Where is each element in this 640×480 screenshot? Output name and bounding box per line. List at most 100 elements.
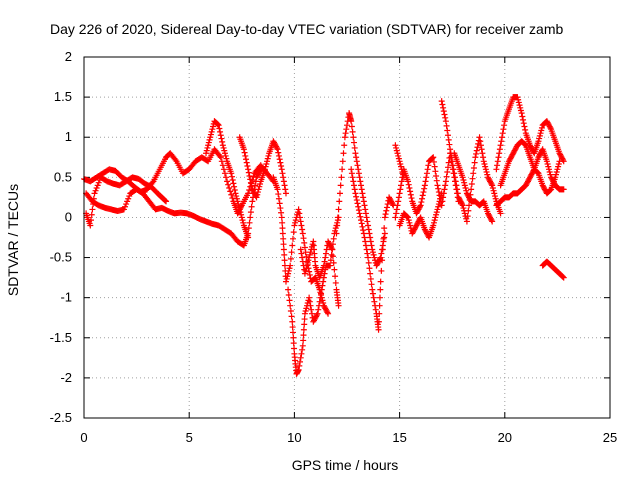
data-point <box>463 218 470 225</box>
data-point <box>274 146 281 153</box>
data-point <box>242 152 249 159</box>
x-tick-label: 10 <box>287 430 301 445</box>
data-point <box>436 198 443 205</box>
data-point <box>553 168 560 175</box>
data-point <box>228 170 235 177</box>
data-point <box>358 182 365 189</box>
data-point <box>451 170 458 177</box>
data-point <box>303 305 310 312</box>
data-point <box>306 298 313 305</box>
data-point <box>217 154 224 161</box>
data-point <box>476 134 483 141</box>
data-point <box>393 210 400 217</box>
data-point <box>304 262 311 269</box>
data-point <box>400 171 407 178</box>
data-point <box>321 258 328 265</box>
data-point <box>432 168 439 175</box>
data-point <box>95 179 102 186</box>
data-point <box>360 194 367 201</box>
data-point <box>372 306 379 313</box>
data-point <box>221 150 228 157</box>
data-point <box>334 214 341 221</box>
data-point <box>352 190 359 197</box>
data-point <box>405 181 412 188</box>
data-point <box>299 254 306 261</box>
data-point <box>431 217 438 224</box>
data-point <box>300 332 307 339</box>
data-point <box>443 173 450 180</box>
data-point <box>248 183 255 190</box>
data-point <box>244 162 251 169</box>
data-point <box>376 310 383 317</box>
data-point <box>381 234 388 241</box>
data-point <box>336 190 343 197</box>
data-point <box>313 312 320 319</box>
data-point <box>496 146 503 153</box>
data-point <box>217 128 224 135</box>
data-point <box>163 198 170 205</box>
data-point <box>425 162 432 169</box>
data-point <box>323 246 330 253</box>
data-point <box>348 118 355 125</box>
data-point <box>279 230 286 237</box>
x-tick-label: 15 <box>392 430 406 445</box>
data-point <box>435 203 442 210</box>
data-point <box>450 166 457 173</box>
data-point <box>430 158 437 165</box>
data-point <box>381 214 388 221</box>
data-point <box>480 154 487 161</box>
data-point <box>544 160 551 167</box>
data-point <box>353 154 360 161</box>
data-point <box>469 175 476 182</box>
data-point <box>279 219 286 226</box>
data-point <box>470 164 477 171</box>
data-point <box>406 185 413 192</box>
data-point <box>560 273 567 280</box>
data-point <box>443 122 450 129</box>
data-point <box>333 230 340 237</box>
data-point <box>501 122 508 129</box>
data-point <box>338 174 345 181</box>
data-point <box>393 147 400 154</box>
data-point <box>299 346 306 353</box>
data-point <box>122 203 129 210</box>
data-point <box>228 173 235 180</box>
data-point <box>290 340 297 347</box>
data-point <box>343 126 350 133</box>
data-point <box>360 227 367 234</box>
data-point <box>500 126 507 133</box>
data-point <box>536 135 543 142</box>
data-point <box>397 160 404 167</box>
data-point <box>376 294 383 301</box>
data-point <box>320 300 327 307</box>
data-point <box>368 281 375 288</box>
data-point <box>499 130 506 137</box>
data-point <box>281 251 288 258</box>
data-point <box>309 241 316 248</box>
data-point <box>234 198 241 205</box>
data-point <box>340 150 347 157</box>
data-point <box>215 122 222 129</box>
data-point <box>489 185 496 192</box>
data-point <box>257 181 264 188</box>
data-point <box>231 187 238 194</box>
data-point <box>238 214 245 221</box>
data-point <box>89 206 96 213</box>
data-point <box>248 203 255 210</box>
data-point <box>336 198 343 205</box>
data-point <box>223 174 230 181</box>
data-point <box>442 178 449 185</box>
data-point <box>365 259 372 266</box>
data-point <box>365 226 372 233</box>
data-point <box>459 174 466 181</box>
data-point <box>235 201 242 208</box>
data-point <box>490 187 497 194</box>
data-point <box>364 250 371 257</box>
data-point <box>468 181 475 188</box>
y-tick-label: 0 <box>65 209 72 224</box>
data-point <box>420 189 427 196</box>
data-point <box>377 286 384 293</box>
data-point <box>406 219 413 226</box>
data-point <box>253 194 260 201</box>
data-point <box>348 123 355 130</box>
